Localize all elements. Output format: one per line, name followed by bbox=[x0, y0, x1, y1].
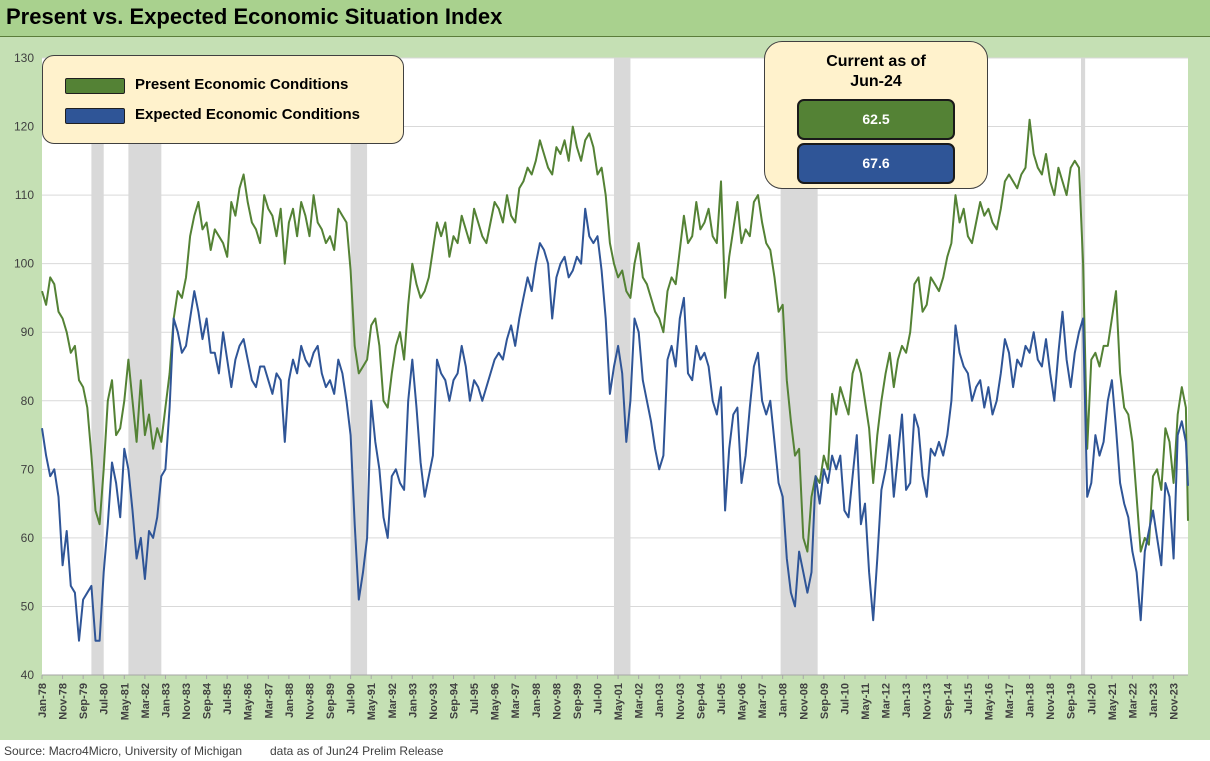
x-tick-label: Nov-13 bbox=[922, 683, 934, 720]
recession-band bbox=[1081, 58, 1086, 675]
x-tick-label: Nov-93 bbox=[428, 683, 440, 720]
x-tick-label: Mar-17 bbox=[1004, 683, 1016, 718]
x-tick-label: Nov-88 bbox=[304, 683, 316, 720]
x-tick-label: Nov-08 bbox=[798, 683, 810, 720]
x-tick-label: May-86 bbox=[243, 683, 255, 720]
current-panel-title-line2: Jun-24 bbox=[850, 73, 902, 90]
x-tick-label: Jan-03 bbox=[654, 683, 666, 718]
chart-title: Present vs. Expected Economic Situation … bbox=[6, 4, 503, 29]
x-tick-label: Nov-23 bbox=[1169, 683, 1181, 720]
x-tick-label: Jul-05 bbox=[716, 683, 728, 715]
y-tick-label: 80 bbox=[21, 394, 35, 408]
current-panel-title-line1: Current as of bbox=[826, 53, 926, 70]
x-tick-label: Jul-80 bbox=[99, 683, 111, 715]
x-tick-label: May-91 bbox=[366, 683, 378, 720]
y-tick-label: 40 bbox=[21, 668, 35, 682]
recession-band bbox=[613, 58, 631, 675]
x-tick-label: May-11 bbox=[860, 683, 872, 720]
y-tick-label: 110 bbox=[15, 188, 34, 202]
footer: Source: Macro4Micro, University of Michi… bbox=[0, 740, 1210, 761]
present-conditions-line bbox=[41, 118, 1189, 553]
x-tick-label: May-06 bbox=[737, 683, 749, 720]
x-tick-label: Nov-83 bbox=[181, 683, 193, 720]
y-tick-label: 70 bbox=[21, 462, 35, 476]
x-tick-label: May-81 bbox=[119, 683, 131, 720]
title-bar: Present vs. Expected Economic Situation … bbox=[0, 0, 1210, 37]
expected-conditions-line bbox=[41, 207, 1189, 642]
x-tick-label: Sep-04 bbox=[695, 682, 707, 719]
legend-swatch-present bbox=[65, 78, 125, 94]
x-tick-label: Jul-20 bbox=[1086, 683, 1098, 715]
current-expected-value: 67.6 bbox=[797, 143, 955, 184]
y-tick-label: 60 bbox=[21, 531, 35, 545]
x-tick-label: May-21 bbox=[1107, 683, 1119, 720]
x-tick-label: Nov-78 bbox=[58, 683, 70, 720]
x-tick-label: Jul-95 bbox=[469, 683, 481, 715]
x-tick-label: Jan-23 bbox=[1148, 683, 1160, 718]
x-tick-label: Mar-97 bbox=[510, 683, 522, 718]
x-tick-label: Sep-19 bbox=[1066, 683, 1078, 719]
current-present-value: 62.5 bbox=[797, 99, 955, 140]
current-panel-title: Current as of Jun-24 bbox=[765, 52, 987, 92]
x-tick-label: May-16 bbox=[983, 683, 995, 720]
recession-band bbox=[128, 58, 162, 675]
y-tick-label: 100 bbox=[14, 257, 34, 271]
y-tick-label: 50 bbox=[21, 599, 35, 613]
x-tick-label: Jul-85 bbox=[222, 683, 234, 715]
x-tick-label: Mar-22 bbox=[1127, 683, 1139, 718]
x-tick-label: Jan-83 bbox=[160, 683, 172, 718]
x-tick-label: Jul-10 bbox=[839, 683, 851, 715]
x-tick-label: Sep-09 bbox=[819, 683, 831, 719]
recession-band bbox=[91, 58, 104, 675]
legend-swatch-expected bbox=[65, 108, 125, 124]
x-tick-label: Jul-15 bbox=[963, 683, 975, 715]
x-tick-label: Mar-87 bbox=[263, 683, 275, 718]
x-tick-label: Mar-92 bbox=[387, 683, 399, 718]
x-tick-label: Jan-18 bbox=[1025, 683, 1037, 718]
x-tick-label: Sep-94 bbox=[448, 682, 460, 719]
x-tick-label: Nov-98 bbox=[551, 683, 563, 720]
y-tick-label: 130 bbox=[14, 51, 34, 65]
y-tick-label: 90 bbox=[21, 325, 35, 339]
x-tick-label: Mar-07 bbox=[757, 683, 769, 718]
legend-label-expected: Expected Economic Conditions bbox=[135, 106, 361, 123]
x-tick-label: Jan-08 bbox=[778, 683, 790, 718]
x-tick-label: Sep-89 bbox=[325, 683, 337, 719]
x-tick-label: Mar-02 bbox=[634, 683, 646, 718]
x-tick-label: Jan-93 bbox=[407, 683, 419, 718]
x-tick-label: Jan-98 bbox=[531, 683, 543, 718]
x-tick-label: May-96 bbox=[490, 683, 502, 720]
y-tick-label: 120 bbox=[14, 120, 34, 134]
x-tick-label: Jul-90 bbox=[346, 683, 358, 715]
x-tick-label: May-01 bbox=[613, 683, 625, 720]
x-tick-label: Sep-99 bbox=[572, 683, 584, 719]
x-tick-label: Jul-00 bbox=[593, 683, 605, 715]
x-tick-label: Jan-13 bbox=[901, 683, 913, 718]
legend: Present Economic Conditions Expected Eco… bbox=[42, 55, 404, 144]
current-values-panel: Current as of Jun-24 62.5 67.6 bbox=[764, 41, 988, 189]
x-tick-label: Mar-12 bbox=[881, 683, 893, 718]
x-tick-label: Jan-88 bbox=[284, 683, 296, 718]
x-tick-label: Nov-03 bbox=[675, 683, 687, 720]
x-tick-label: Mar-82 bbox=[140, 683, 152, 718]
x-tick-label: Sep-14 bbox=[942, 682, 954, 719]
x-tick-label: Sep-84 bbox=[202, 682, 214, 719]
x-tick-label: Sep-79 bbox=[78, 683, 90, 719]
data-note: data as of Jun24 Prelim Release bbox=[270, 744, 444, 758]
x-tick-label: Nov-18 bbox=[1045, 683, 1057, 720]
x-tick-label: Jan-78 bbox=[37, 683, 49, 718]
legend-label-present: Present Economic Conditions bbox=[135, 76, 349, 93]
source-note: Source: Macro4Micro, University of Michi… bbox=[4, 744, 243, 758]
